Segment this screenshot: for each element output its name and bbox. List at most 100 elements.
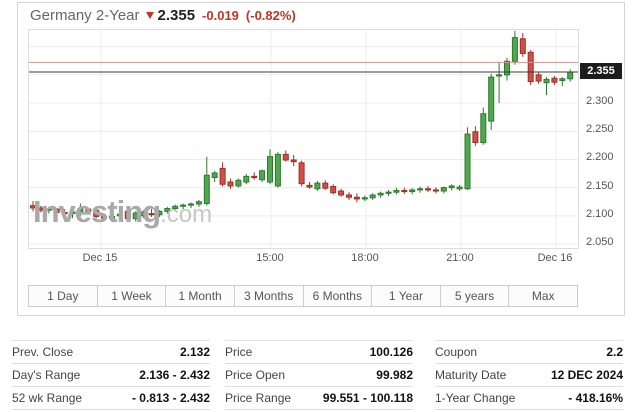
candle-down	[353, 196, 360, 200]
x-axis-tick: 18:00	[351, 252, 379, 264]
x-axis-tick: 21:00	[446, 252, 474, 264]
candle-down	[346, 194, 352, 198]
price-down-arrow-icon	[145, 12, 154, 19]
stats-table: Prev. Close 2.132 Day's Range 2.136 - 2.432…	[12, 340, 628, 410]
candle-up	[543, 78, 550, 84]
stat-value: 99.551 - 100.118	[322, 391, 413, 405]
candle-down	[425, 188, 431, 191]
timeframe-button-1-week[interactable]: 1 Week	[96, 285, 167, 307]
current-price-tag: 2.355	[580, 63, 622, 80]
candle-up	[203, 174, 210, 204]
candle-down	[148, 213, 155, 216]
stat-value: 12 DEC 2024	[550, 368, 623, 382]
candlestick-canvas[interactable]	[29, 30, 578, 248]
candle-down	[527, 51, 534, 83]
candle-up	[369, 194, 376, 199]
stats-column: Price 100.126 Price Open 99.982 Price Range 9…	[225, 340, 413, 410]
candle-up	[567, 71, 574, 80]
candle-down	[551, 77, 558, 83]
candle-up	[156, 210, 163, 216]
timeframe-button-6-months[interactable]: 6 Months	[302, 285, 373, 307]
candle-down	[53, 208, 60, 213]
candle-up	[267, 156, 273, 183]
candle-down	[251, 175, 258, 178]
timeframe-button-max[interactable]: Max	[508, 285, 578, 307]
candle-down	[472, 131, 479, 144]
price-change: -0.019	[202, 8, 239, 23]
candle-down	[30, 205, 36, 209]
candle-up	[172, 205, 179, 210]
stats-column: Coupon 2.2 Maturity Date 12 DEC 2024 1-Year …	[435, 340, 623, 410]
candle-up	[409, 189, 416, 193]
candle-up	[511, 37, 518, 62]
candle-up	[448, 185, 455, 189]
candle-down	[290, 159, 297, 163]
timeframe-button-1-day[interactable]: 1 Day	[28, 285, 98, 307]
stat-row: Day's Range 2.136 - 2.432	[12, 364, 210, 387]
candle-down	[61, 211, 68, 215]
candle-up	[109, 215, 115, 219]
candle-up	[195, 201, 202, 205]
candle-up	[274, 153, 281, 187]
chart-widget: Germany 2-Year 2.355 -0.019 (-0.82%) Invest…	[17, 2, 625, 316]
candle-up	[235, 179, 242, 187]
candle-down	[535, 74, 542, 82]
stat-row: Price Open 99.982	[225, 364, 413, 387]
candle-up	[377, 192, 384, 196]
stat-row: Price Range 99.551 - 100.118	[225, 387, 413, 410]
timeframe-button-5-years[interactable]: 5 years	[439, 285, 510, 307]
stats-column: Prev. Close 2.132 Day's Range 2.136 - 2.432…	[12, 340, 210, 410]
y-axis-tick: 2.200	[586, 151, 614, 164]
candle-down	[37, 207, 44, 211]
stat-value: - 0.813 - 2.432	[131, 391, 210, 405]
candle-up	[440, 187, 447, 192]
timeframe-button-1-month[interactable]: 1 Month	[165, 285, 235, 307]
timeframe-button-3-months[interactable]: 3 Months	[233, 285, 304, 307]
candle-up	[69, 211, 76, 215]
candle-down	[85, 208, 92, 212]
candle-down	[432, 189, 439, 192]
stat-label: Maturity Date	[435, 368, 507, 382]
candlestick-chart[interactable]: Investing.com	[28, 29, 579, 249]
x-axis-tick: Dec 16	[537, 252, 573, 264]
instrument-title: Germany 2-Year	[30, 7, 140, 24]
y-axis-tick: 2.250	[586, 123, 614, 136]
y-axis-tick: 2.300	[586, 95, 614, 108]
y-axis-tick: 2.100	[586, 207, 614, 220]
x-axis-tick: 15:00	[256, 252, 284, 264]
stat-value: 100.126	[369, 345, 413, 359]
stat-value: - 418.16%	[568, 391, 623, 405]
candle-up	[211, 172, 218, 178]
price-change-percent: (-0.82%)	[245, 8, 296, 23]
candle-up	[488, 76, 495, 122]
candle-up	[559, 78, 566, 81]
candle-up	[132, 212, 139, 220]
candle-up	[464, 133, 471, 190]
candle-up	[417, 188, 424, 191]
stat-value: 2.136 - 2.432	[139, 368, 210, 382]
last-price: 2.355	[157, 7, 196, 24]
candle-up	[385, 191, 392, 194]
candle-up	[496, 74, 503, 77]
stat-row: 1-Year Change - 418.16%	[435, 387, 623, 410]
timeframe-button-1-year[interactable]: 1 Year	[371, 285, 441, 307]
candle-up	[116, 213, 123, 217]
candle-up	[164, 208, 171, 212]
candle-up	[504, 60, 510, 76]
x-axis-tick: Dec 15	[82, 252, 118, 264]
y-axis-tick: 2.150	[586, 179, 614, 192]
y-axis-tick: 2.050	[586, 236, 614, 249]
candle-down	[322, 182, 329, 189]
candle-up	[480, 113, 487, 144]
stat-value: 2.2	[606, 345, 623, 359]
stat-label: 1-Year Change	[435, 391, 516, 405]
candle-down	[330, 186, 337, 194]
candle-up	[180, 204, 187, 207]
stat-value: 2.132	[179, 345, 210, 359]
candle-up	[77, 208, 84, 213]
candle-up	[314, 182, 321, 190]
candle-down	[282, 153, 289, 161]
stat-label: Coupon	[435, 345, 478, 359]
candle-down	[124, 210, 131, 220]
